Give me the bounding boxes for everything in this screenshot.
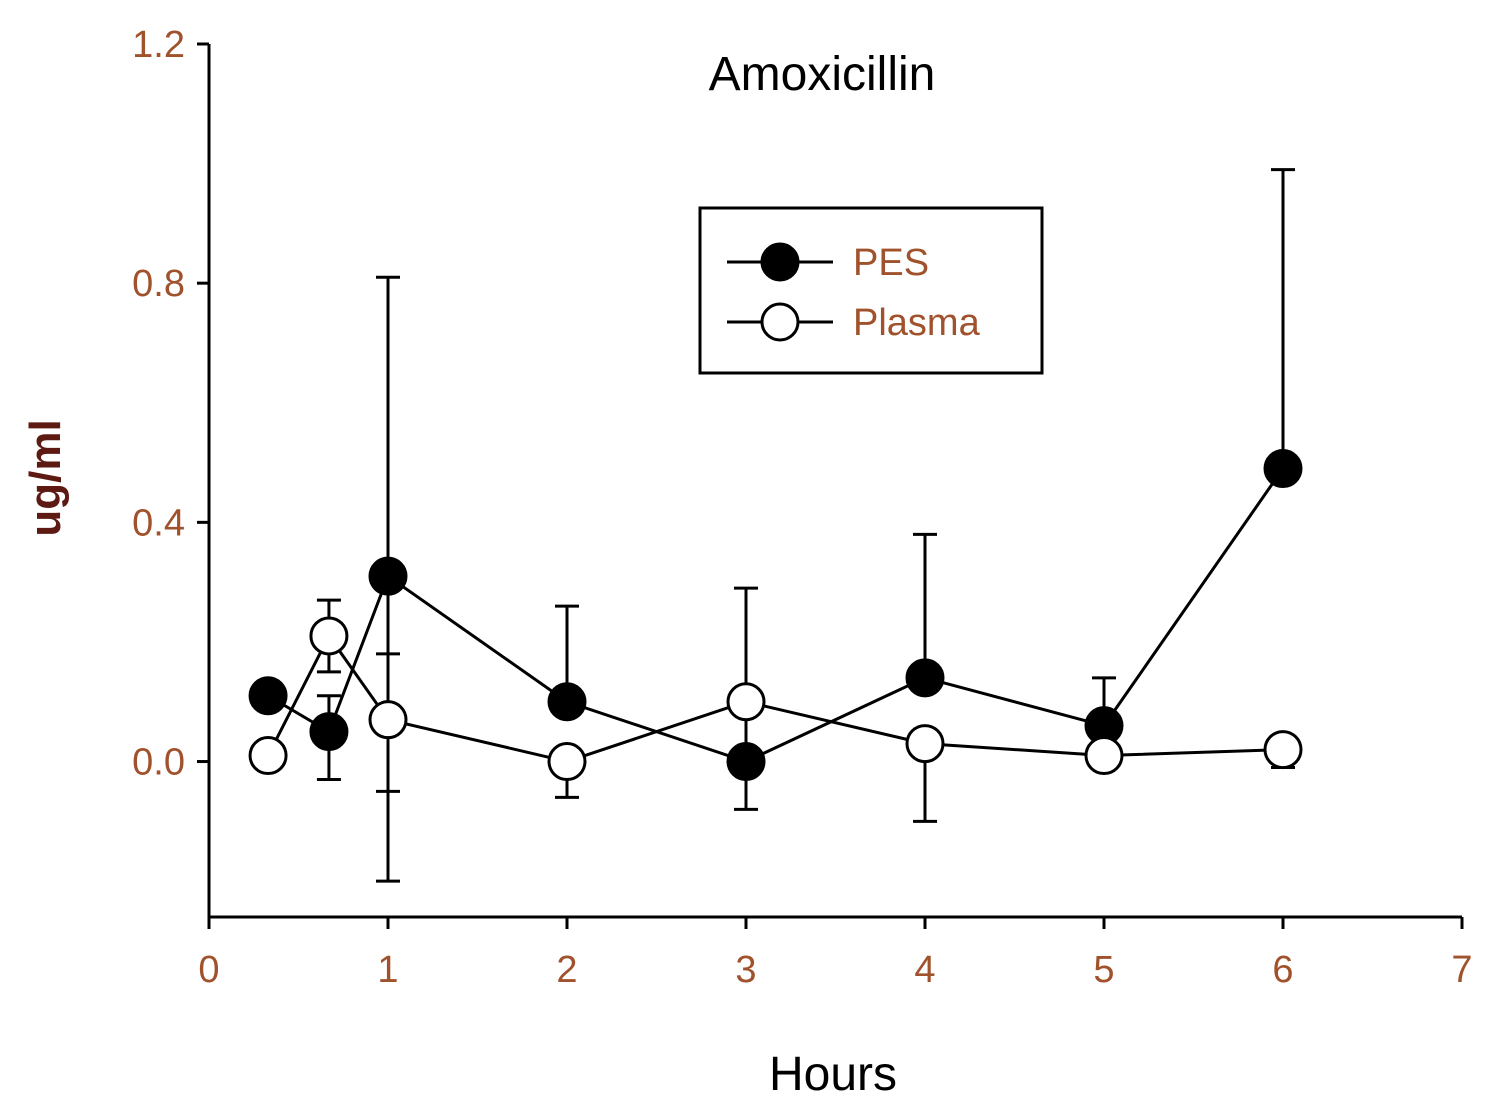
y-axis-title: ug/ml [21, 419, 70, 536]
x-tick-label: 5 [1093, 949, 1114, 991]
point-plasma [248, 736, 288, 776]
y-tick-label: 0.8 [132, 263, 185, 305]
point-plasma [368, 700, 408, 740]
point-plasma [1263, 730, 1303, 770]
x-tick-label: 6 [1272, 949, 1293, 991]
chart-title: Amoxicillin [709, 48, 936, 101]
point-plasma [309, 616, 349, 656]
point-pes [368, 556, 408, 596]
legend-box [698, 206, 1044, 375]
data-points [248, 449, 1303, 782]
series-line-pes [267, 467, 1285, 764]
point-plasma [1084, 736, 1124, 776]
x-tick-label: 0 [198, 949, 219, 991]
y-tick-label: 0.4 [132, 502, 185, 544]
y-tick-label: 0.0 [132, 742, 185, 784]
point-plasma [726, 682, 766, 722]
x-tick-label: 4 [914, 949, 935, 991]
x-tick-label: 1 [377, 949, 398, 991]
x-tick-label: 3 [735, 949, 756, 991]
legend: PES Plasma [698, 206, 1044, 375]
legend-label-pes: PES [853, 242, 929, 284]
point-pes [309, 712, 349, 752]
x-tick-label: 2 [556, 949, 577, 991]
error-bars [316, 168, 1295, 883]
x-axis-title: Hours [769, 1048, 897, 1101]
legend-label-plasma: Plasma [853, 302, 981, 344]
point-pes [547, 682, 587, 722]
axes: 0.0 0.4 0.8 1.2 0 1 2 3 4 5 6 7 [132, 24, 1472, 991]
legend-marker-pes [760, 242, 800, 282]
y-tick-label: 1.2 [132, 24, 185, 66]
series-lines [266, 467, 1285, 764]
point-pes [248, 676, 288, 716]
series-line-plasma [266, 633, 1284, 764]
point-pes [726, 742, 766, 782]
point-plasma [905, 724, 945, 764]
point-pes [905, 658, 945, 698]
point-pes [1263, 449, 1303, 489]
x-tick-label: 7 [1451, 949, 1472, 991]
point-plasma [547, 742, 587, 782]
legend-marker-plasma [760, 302, 800, 342]
